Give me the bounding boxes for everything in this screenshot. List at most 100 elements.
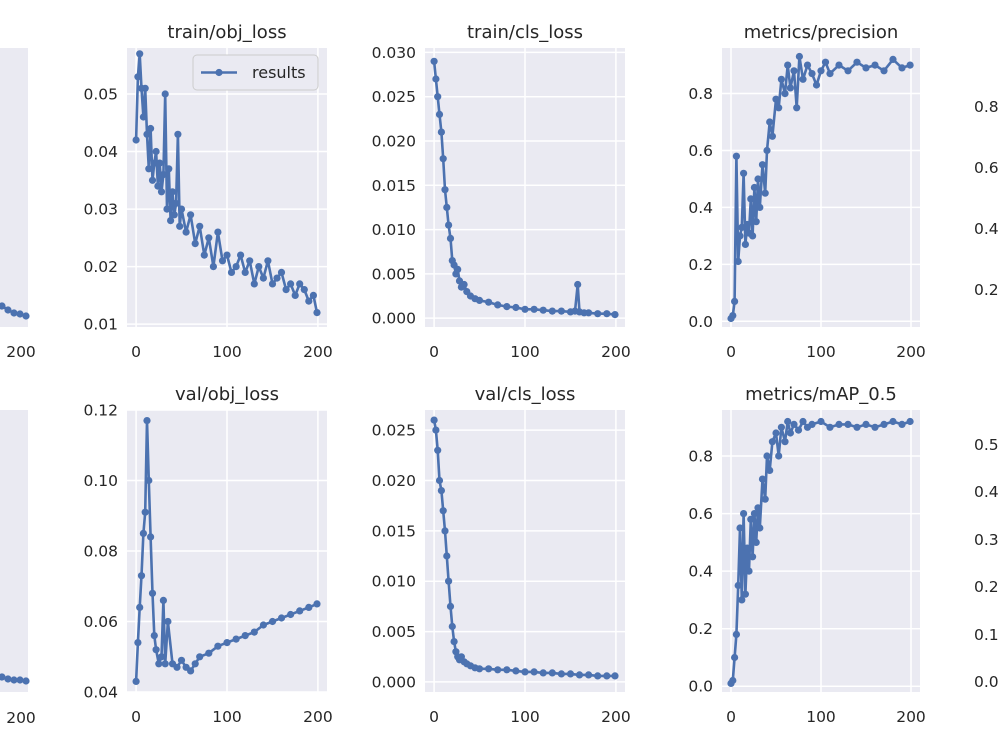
data-point	[147, 533, 155, 541]
data-point	[22, 312, 30, 320]
data-point	[566, 670, 575, 678]
data-point	[743, 544, 751, 552]
chart-panel-6: metrics/mAP_0.5 0.0 0.2 0.4 0.6 0.8 0 100 200	[688, 384, 925, 726]
data-point	[768, 132, 777, 140]
y-tick-label: 0.4	[688, 199, 713, 217]
data-point	[313, 600, 321, 608]
chart-title: train/obj_loss	[167, 22, 286, 43]
data-point	[141, 508, 149, 516]
data-point	[758, 161, 767, 169]
left-bottom-x-tick: 200	[6, 709, 36, 727]
right-top-y-tick: 0.6	[974, 159, 999, 177]
data-point	[300, 286, 308, 294]
data-point	[752, 218, 760, 226]
data-point	[157, 653, 166, 661]
data-point	[740, 169, 748, 177]
data-point	[539, 306, 547, 314]
data-point	[756, 203, 764, 211]
data-point	[738, 223, 746, 231]
y-tick-label: 0.4	[688, 563, 713, 581]
data-point	[246, 257, 254, 265]
y-tick-label: 0.08	[83, 543, 118, 561]
data-point	[772, 95, 780, 103]
data-point	[795, 52, 804, 61]
data-point	[775, 104, 783, 112]
data-point	[214, 642, 222, 650]
data-point	[446, 602, 455, 611]
data-point	[530, 305, 538, 313]
data-point	[585, 671, 593, 679]
data-point	[139, 113, 147, 121]
data-point	[4, 306, 12, 314]
data-point	[141, 84, 149, 92]
data-point	[259, 274, 267, 282]
data-point	[485, 665, 493, 673]
y-tick-label: 0.04	[83, 143, 118, 161]
data-point	[741, 240, 750, 248]
data-point	[446, 234, 455, 242]
x-tick-label: 100	[212, 708, 242, 726]
data-point	[148, 589, 157, 597]
y-tick-label: 0.020	[372, 472, 416, 490]
data-point	[443, 552, 451, 560]
data-point	[232, 635, 240, 643]
data-point	[432, 426, 440, 434]
data-point	[177, 205, 186, 213]
data-point	[784, 417, 792, 426]
data-point	[313, 309, 321, 317]
y-tick-label: 0.025	[372, 422, 416, 440]
data-point	[817, 417, 825, 426]
y-tick-label: 0.8	[688, 448, 713, 466]
data-point	[305, 603, 313, 612]
right-bottom-y-tick: 0.5	[974, 436, 999, 454]
data-point	[475, 665, 484, 673]
data-point	[437, 128, 445, 136]
legend-label: results	[252, 63, 306, 82]
y-tick-label: 0.05	[83, 86, 118, 104]
data-point	[156, 159, 164, 167]
data-point	[594, 310, 602, 318]
x-tick-label: 0	[726, 343, 736, 361]
data-point	[176, 222, 184, 230]
data-point	[434, 93, 442, 101]
data-point	[803, 61, 812, 69]
data-point	[430, 416, 438, 424]
data-point	[287, 610, 295, 619]
data-point	[177, 656, 186, 664]
data-point	[439, 507, 447, 515]
data-point	[250, 628, 258, 636]
y-tick-label: 0.2	[688, 256, 713, 274]
data-point	[305, 297, 313, 305]
data-point	[264, 257, 272, 265]
data-point	[435, 476, 444, 485]
data-point	[750, 509, 759, 518]
data-point	[729, 676, 737, 685]
data-point	[0, 673, 6, 681]
data-point	[277, 614, 286, 622]
data-point	[273, 274, 281, 282]
right-edge-partial-panels: 0.8 0.6 0.4 0.2 0.5 0.4 0.3 0.2 0.1 0.0	[974, 98, 999, 691]
x-tick-label: 200	[896, 343, 926, 361]
data-point	[250, 280, 258, 288]
data-point	[853, 423, 861, 431]
data-point	[844, 420, 852, 428]
data-point	[450, 638, 458, 646]
data-point	[154, 182, 162, 190]
data-point	[777, 423, 786, 431]
data-point	[521, 668, 529, 676]
data-point	[134, 73, 142, 81]
data-point	[754, 504, 762, 512]
data-point	[790, 420, 798, 428]
data-point	[430, 57, 438, 65]
data-point	[747, 195, 755, 203]
chart-title: metrics/precision	[744, 22, 899, 43]
data-point	[844, 67, 852, 75]
x-tick-label: 100	[510, 343, 540, 361]
y-tick-label: 0.04	[83, 684, 118, 702]
data-point	[743, 220, 751, 229]
data-point	[731, 297, 739, 305]
data-point	[187, 667, 195, 675]
chart-panel-4: val/obj_loss 0.04 0.06 0.08 0.10 0.12 0 100 200	[83, 384, 332, 726]
y-tick-label: 0.005	[372, 623, 416, 641]
data-point	[750, 183, 759, 192]
